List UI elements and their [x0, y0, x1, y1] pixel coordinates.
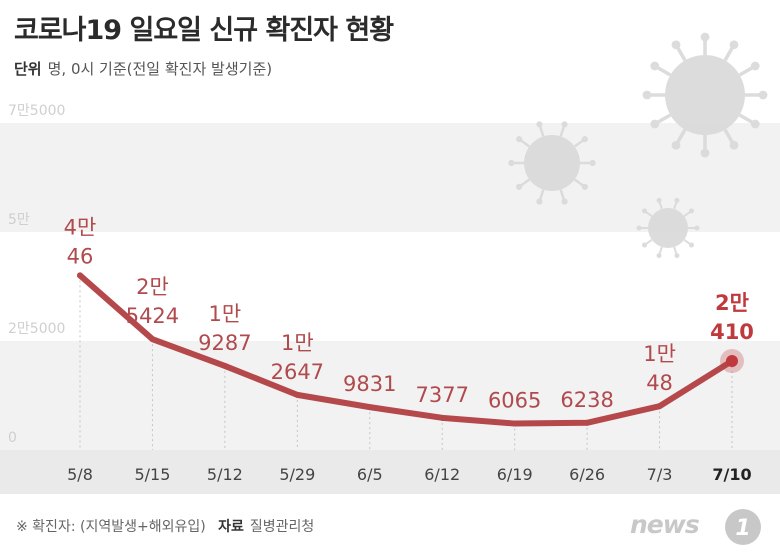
x-tick-label: 6/12	[424, 465, 460, 484]
source-label: 자료	[218, 519, 244, 535]
data-label: 2만	[715, 291, 749, 315]
virus-illustration-large-icon	[642, 32, 768, 158]
data-point	[584, 419, 591, 426]
data-label: 9287	[198, 331, 251, 355]
x-tick-label: 7/10	[712, 465, 751, 484]
virus-illustration-small-icon	[636, 197, 700, 259]
x-tick-label: 5/29	[279, 465, 315, 484]
chart-subtitle: 단위 명, 0시 기준(전일 확진자 발생기준)	[14, 58, 272, 79]
source-text: 질병관리청	[249, 519, 315, 535]
series-line	[77, 272, 735, 427]
x-tick-label: 6/5	[357, 465, 383, 484]
logo-text: news	[630, 510, 700, 539]
data-label: 2647	[271, 360, 324, 384]
data-label: 410	[710, 320, 754, 344]
x-axis-strip	[0, 450, 780, 494]
data-point	[366, 404, 373, 411]
data-label: 9831	[343, 372, 396, 396]
footnote-text: ※ 확진자: (지역발생+해외유입)	[16, 519, 206, 535]
data-label: 1만	[643, 342, 676, 366]
data-point	[77, 272, 83, 279]
data-label: 6065	[488, 389, 541, 413]
y-tick-label: 5만	[8, 212, 30, 228]
data-point	[511, 420, 518, 427]
unit-label: 단위	[14, 60, 42, 78]
logo-mark-text: 1	[735, 516, 750, 541]
data-label: 7377	[415, 383, 468, 407]
x-tick-label: 6/26	[569, 465, 605, 484]
x-tick-label: 5/8	[67, 465, 93, 484]
data-point	[221, 362, 228, 369]
data-label: 48	[646, 371, 673, 395]
data-point	[726, 355, 738, 368]
x-tick-label: 5/12	[207, 465, 243, 484]
x-tick-label: 7/3	[647, 465, 673, 484]
data-label: 4만	[64, 215, 97, 239]
chart-title: 코로나19 일요일 신규 확진자 현황	[14, 15, 394, 46]
x-tick-label: 5/15	[134, 465, 170, 484]
unit-text: 명, 0시 기준(전일 확진자 발생기준)	[47, 60, 273, 78]
data-label: 46	[67, 244, 94, 268]
virus-illustration-medium-icon	[508, 121, 596, 205]
data-label: 6238	[560, 388, 613, 412]
data-label: 2만	[136, 275, 169, 299]
news1-logo: news 1	[628, 506, 774, 550]
data-label: 1만	[281, 331, 314, 355]
y-tick-label: 7만5000	[8, 103, 65, 119]
footer-note: ※ 확진자: (지역발생+해외유입) 자료 질병관리청	[16, 516, 314, 536]
data-point	[439, 414, 446, 421]
y-tick-label: 0	[8, 430, 17, 446]
data-point	[294, 391, 301, 398]
data-point	[656, 403, 663, 410]
data-label: 1만	[209, 302, 242, 326]
logo-mark-icon: 1	[725, 509, 761, 545]
y-tick-label: 2만5000	[8, 321, 65, 337]
data-point	[149, 336, 156, 343]
x-tick-label: 6/19	[497, 465, 533, 484]
data-label: 5424	[126, 304, 179, 328]
grid-band	[0, 341, 780, 450]
